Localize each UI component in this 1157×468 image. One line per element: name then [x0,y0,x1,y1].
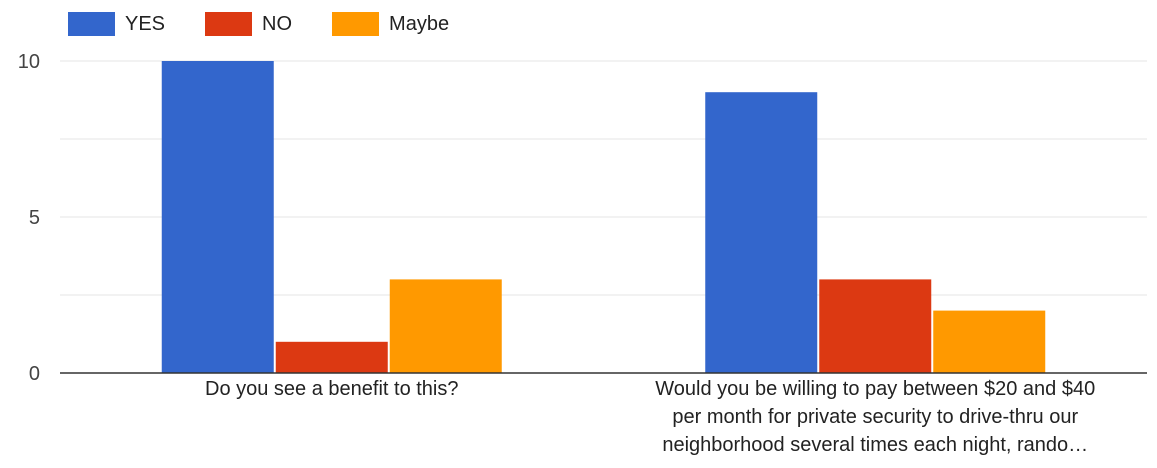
legend-swatch [205,12,253,36]
bar-maybe-2 [933,310,1046,373]
bars [161,61,1046,373]
bar-yes-2 [705,92,818,373]
x-category-label-line: Do you see a benefit to this? [205,378,459,400]
bar-yes-1 [161,61,274,373]
legend-label: Maybe [389,12,450,35]
y-tick-label: 5 [29,207,40,229]
x-category-label: Do you see a benefit to this? [62,375,602,403]
bar-maybe-1 [389,279,502,373]
bar-no-2 [819,279,932,373]
legend-label: NO [262,12,293,35]
legend-item-yes: YES [68,12,165,36]
legend-item-no: NO [205,12,292,36]
legend-swatch [68,12,115,36]
bar-no-1 [275,341,388,373]
y-tick-label: 10 [18,51,40,73]
x-category-label: Would you be willing to pay between $20 … [605,375,1145,459]
legend: YES NO Maybe [68,11,489,37]
legend-label: YES [125,12,166,35]
legend-item-maybe: Maybe [332,12,449,36]
y-tick-label: 0 [29,363,40,385]
legend-swatch [332,12,380,36]
x-category-label-line: per month for private security to drive-… [672,406,1079,428]
y-axis-ticks: 0 5 10 [18,51,40,385]
x-category-label-line: Would you be willing to pay between $20 … [655,378,1096,400]
x-category-label-line: neighborhood several times each night, r… [662,434,1089,456]
